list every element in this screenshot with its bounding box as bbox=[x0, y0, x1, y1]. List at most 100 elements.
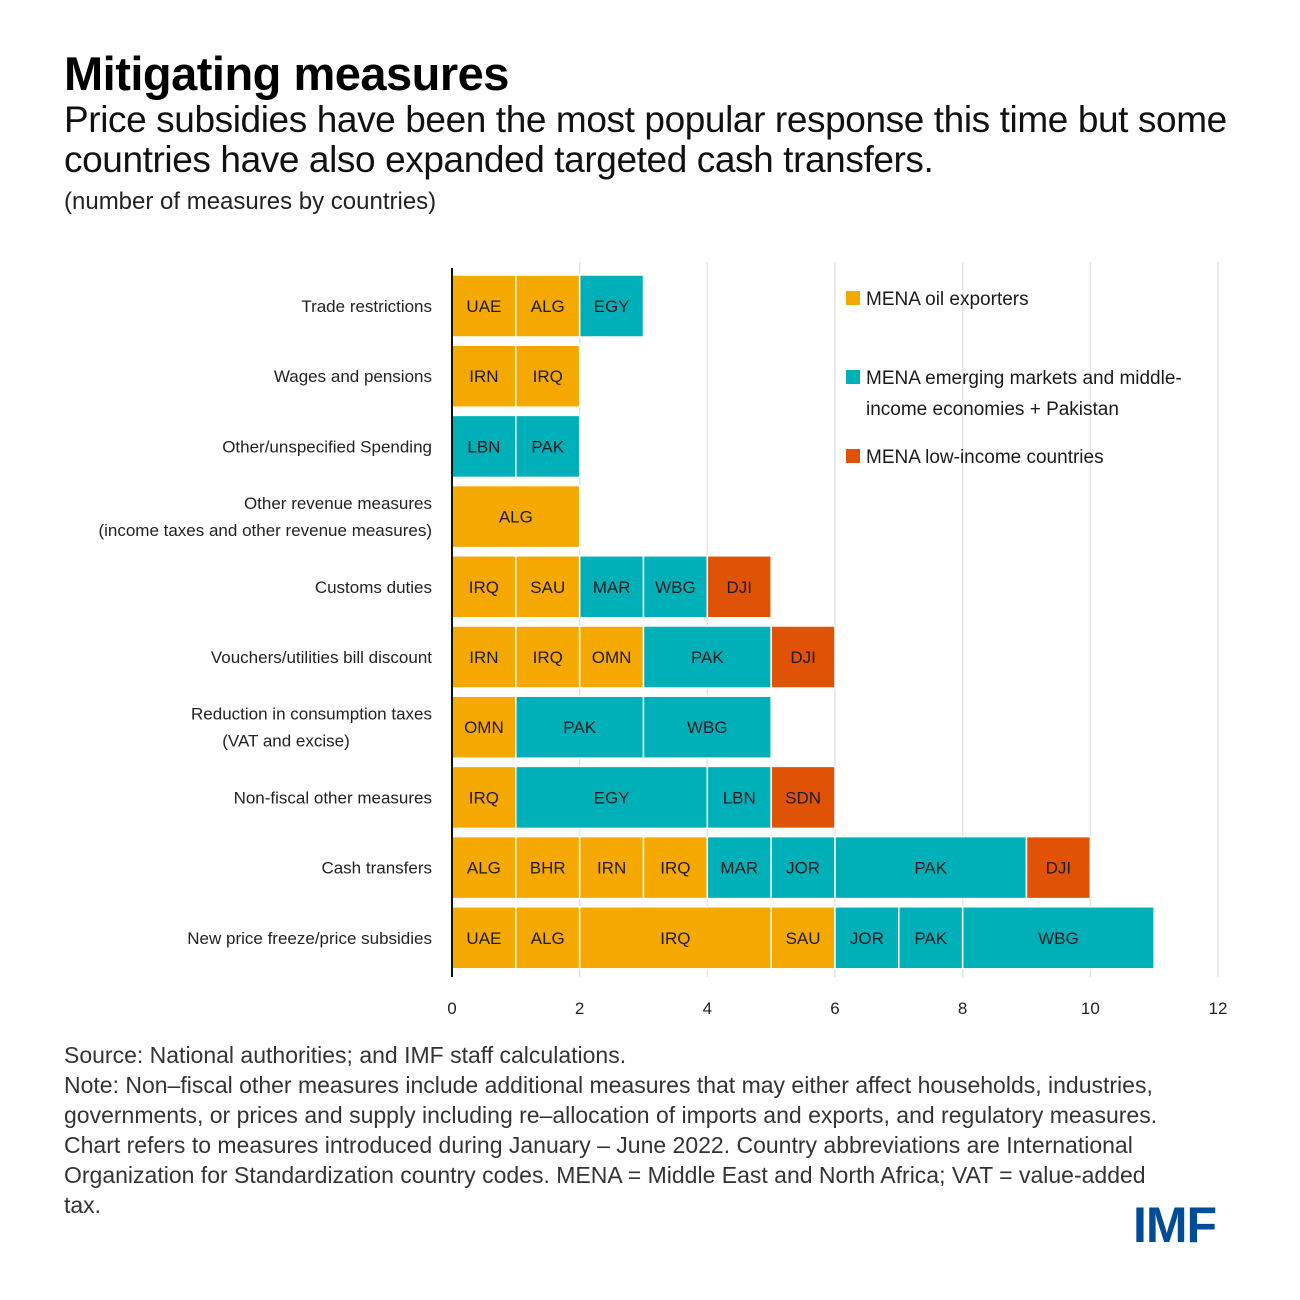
bar-segment-irn bbox=[451, 625, 517, 689]
legend-swatch bbox=[846, 370, 860, 384]
category-label: Other/unspecified Spending bbox=[222, 437, 432, 456]
x-tick-label: 10 bbox=[1081, 999, 1100, 1018]
category-label: Wages and pensions bbox=[274, 367, 432, 386]
bar-row: ALG BHR IRN IRQ MAR JOR PAK DJI bbox=[451, 835, 1092, 900]
segment-label: PAK bbox=[563, 718, 596, 737]
bar-segment-pak bbox=[515, 695, 645, 759]
bar-row: LBN PAK bbox=[451, 414, 581, 479]
x-tick-label: 0 bbox=[447, 999, 456, 1018]
chart-subtitle: Price subsidies have been the most popul… bbox=[64, 99, 1227, 180]
bar-segment-egy bbox=[515, 765, 709, 830]
bar-segment-alg bbox=[451, 484, 581, 549]
bar-segment-dji bbox=[1025, 835, 1092, 900]
bar-segment-irn bbox=[578, 835, 645, 900]
segment-label: ALG bbox=[499, 508, 533, 527]
segment-label: IRQ bbox=[533, 367, 563, 386]
bar-segment-alg bbox=[515, 274, 581, 338]
legend-swatch bbox=[846, 449, 860, 463]
segment-label: IRN bbox=[469, 367, 498, 386]
bar-segment-irq bbox=[451, 555, 517, 619]
segment-label: PAK bbox=[914, 859, 947, 878]
segment-label: ALG bbox=[467, 859, 501, 878]
bar-row: UAE ALG IRQ SAU JOR PAK WBG bbox=[451, 906, 1155, 970]
units-label: (number of measures by countries) bbox=[64, 188, 437, 215]
bar-segment-wbg bbox=[961, 906, 1155, 970]
segment-label: OMN bbox=[592, 648, 632, 667]
bar-segment-sau bbox=[770, 906, 836, 970]
x-tick-label: 6 bbox=[830, 999, 839, 1018]
segment-label: WBG bbox=[687, 718, 728, 737]
bar-segment-irq bbox=[515, 344, 581, 408]
segment-label: MAR bbox=[720, 859, 758, 878]
bar-segment-irq bbox=[578, 906, 772, 970]
legend-item-em: MENA emerging markets and middle-income … bbox=[846, 368, 1182, 420]
source-note: Source: National authorities; and IMF st… bbox=[64, 1042, 627, 1068]
segment-label: DJI bbox=[790, 648, 816, 667]
segment-label: UAE bbox=[466, 297, 501, 316]
segment-label: IRN bbox=[469, 648, 498, 667]
x-tick-label: 8 bbox=[958, 999, 967, 1018]
category-labels: Trade restrictions Wages and pensions Othe… bbox=[98, 297, 432, 948]
segment-label: LBN bbox=[723, 788, 756, 807]
category-label: Non-fiscal other measures bbox=[234, 788, 432, 807]
bar-segment-omn bbox=[578, 625, 645, 689]
bar-row: OMN PAK WBG bbox=[451, 695, 772, 759]
bar-segment-pak bbox=[898, 906, 964, 970]
bar-segment-irq bbox=[515, 625, 581, 689]
bar-segment-irq bbox=[642, 835, 709, 900]
segment-label: BHR bbox=[530, 859, 566, 878]
x-tick-label: 12 bbox=[1209, 999, 1228, 1018]
category-label: Customs duties bbox=[315, 578, 432, 597]
segment-label: SAU bbox=[786, 929, 821, 948]
category-label: (income taxes and other revenue measures… bbox=[98, 521, 432, 540]
x-axis-ticks: 0 2 4 6 8 10 12 bbox=[447, 999, 1227, 1018]
segment-label: IRQ bbox=[469, 578, 499, 597]
category-label: Reduction in consumption taxes bbox=[191, 705, 432, 724]
imf-logo: IMF bbox=[1133, 1197, 1217, 1253]
note-text: Note: Non–fiscal other measures include … bbox=[64, 1072, 1158, 1218]
legend-label: MENA low-income countries bbox=[866, 447, 1104, 468]
segment-label: JOR bbox=[850, 929, 884, 948]
bar-segment-lbn bbox=[706, 765, 772, 830]
x-tick-label: 4 bbox=[703, 999, 712, 1018]
bar-segment-irn bbox=[451, 344, 517, 408]
bar-segment-pak bbox=[642, 625, 772, 689]
segment-label: IRQ bbox=[533, 648, 563, 667]
segment-label: WBG bbox=[1038, 929, 1079, 948]
bar-segment-sau bbox=[515, 555, 581, 619]
bar-segment-lbn bbox=[451, 414, 517, 479]
segment-label: WBG bbox=[655, 578, 696, 597]
category-label: Other revenue measures bbox=[244, 494, 432, 513]
category-label: Trade restrictions bbox=[301, 297, 432, 316]
legend-swatch bbox=[846, 291, 860, 305]
legend-label: income economies + Pakistan bbox=[866, 399, 1119, 420]
bar-row: IRN IRQ bbox=[451, 344, 581, 408]
bar-segment-egy bbox=[578, 274, 645, 338]
bar-segment-uae bbox=[451, 906, 517, 970]
segment-label: DJI bbox=[727, 578, 753, 597]
segment-label: IRQ bbox=[660, 929, 690, 948]
bar-segment-dji bbox=[770, 625, 836, 689]
legend: MENA oil exporters MENA emerging markets … bbox=[846, 289, 1182, 468]
category-label: (VAT and excise) bbox=[222, 732, 350, 751]
segment-label: DJI bbox=[1046, 859, 1072, 878]
bar-segment-sdn bbox=[770, 765, 836, 830]
bar-segment-jor bbox=[770, 835, 836, 900]
legend-label: MENA oil exporters bbox=[866, 289, 1029, 310]
category-label: New price freeze/price subsidies bbox=[187, 929, 432, 948]
x-tick-label: 2 bbox=[575, 999, 584, 1018]
legend-label: MENA emerging markets and middle- bbox=[866, 368, 1182, 389]
bar-segment-wbg bbox=[642, 695, 772, 759]
bar-segment-mar bbox=[578, 555, 645, 619]
category-label: Cash transfers bbox=[321, 859, 432, 878]
footer-notes: Source: National authorities; and IMF st… bbox=[64, 1040, 1164, 1220]
segment-label: LBN bbox=[467, 437, 500, 456]
legend-item-lic: MENA low-income countries bbox=[846, 447, 1104, 468]
category-label: Vouchers/utilities bill discount bbox=[211, 648, 432, 667]
segment-label: EGY bbox=[594, 297, 630, 316]
segment-label: MAR bbox=[593, 578, 631, 597]
bar-segment-alg bbox=[515, 906, 581, 970]
segment-label: IRQ bbox=[469, 788, 499, 807]
